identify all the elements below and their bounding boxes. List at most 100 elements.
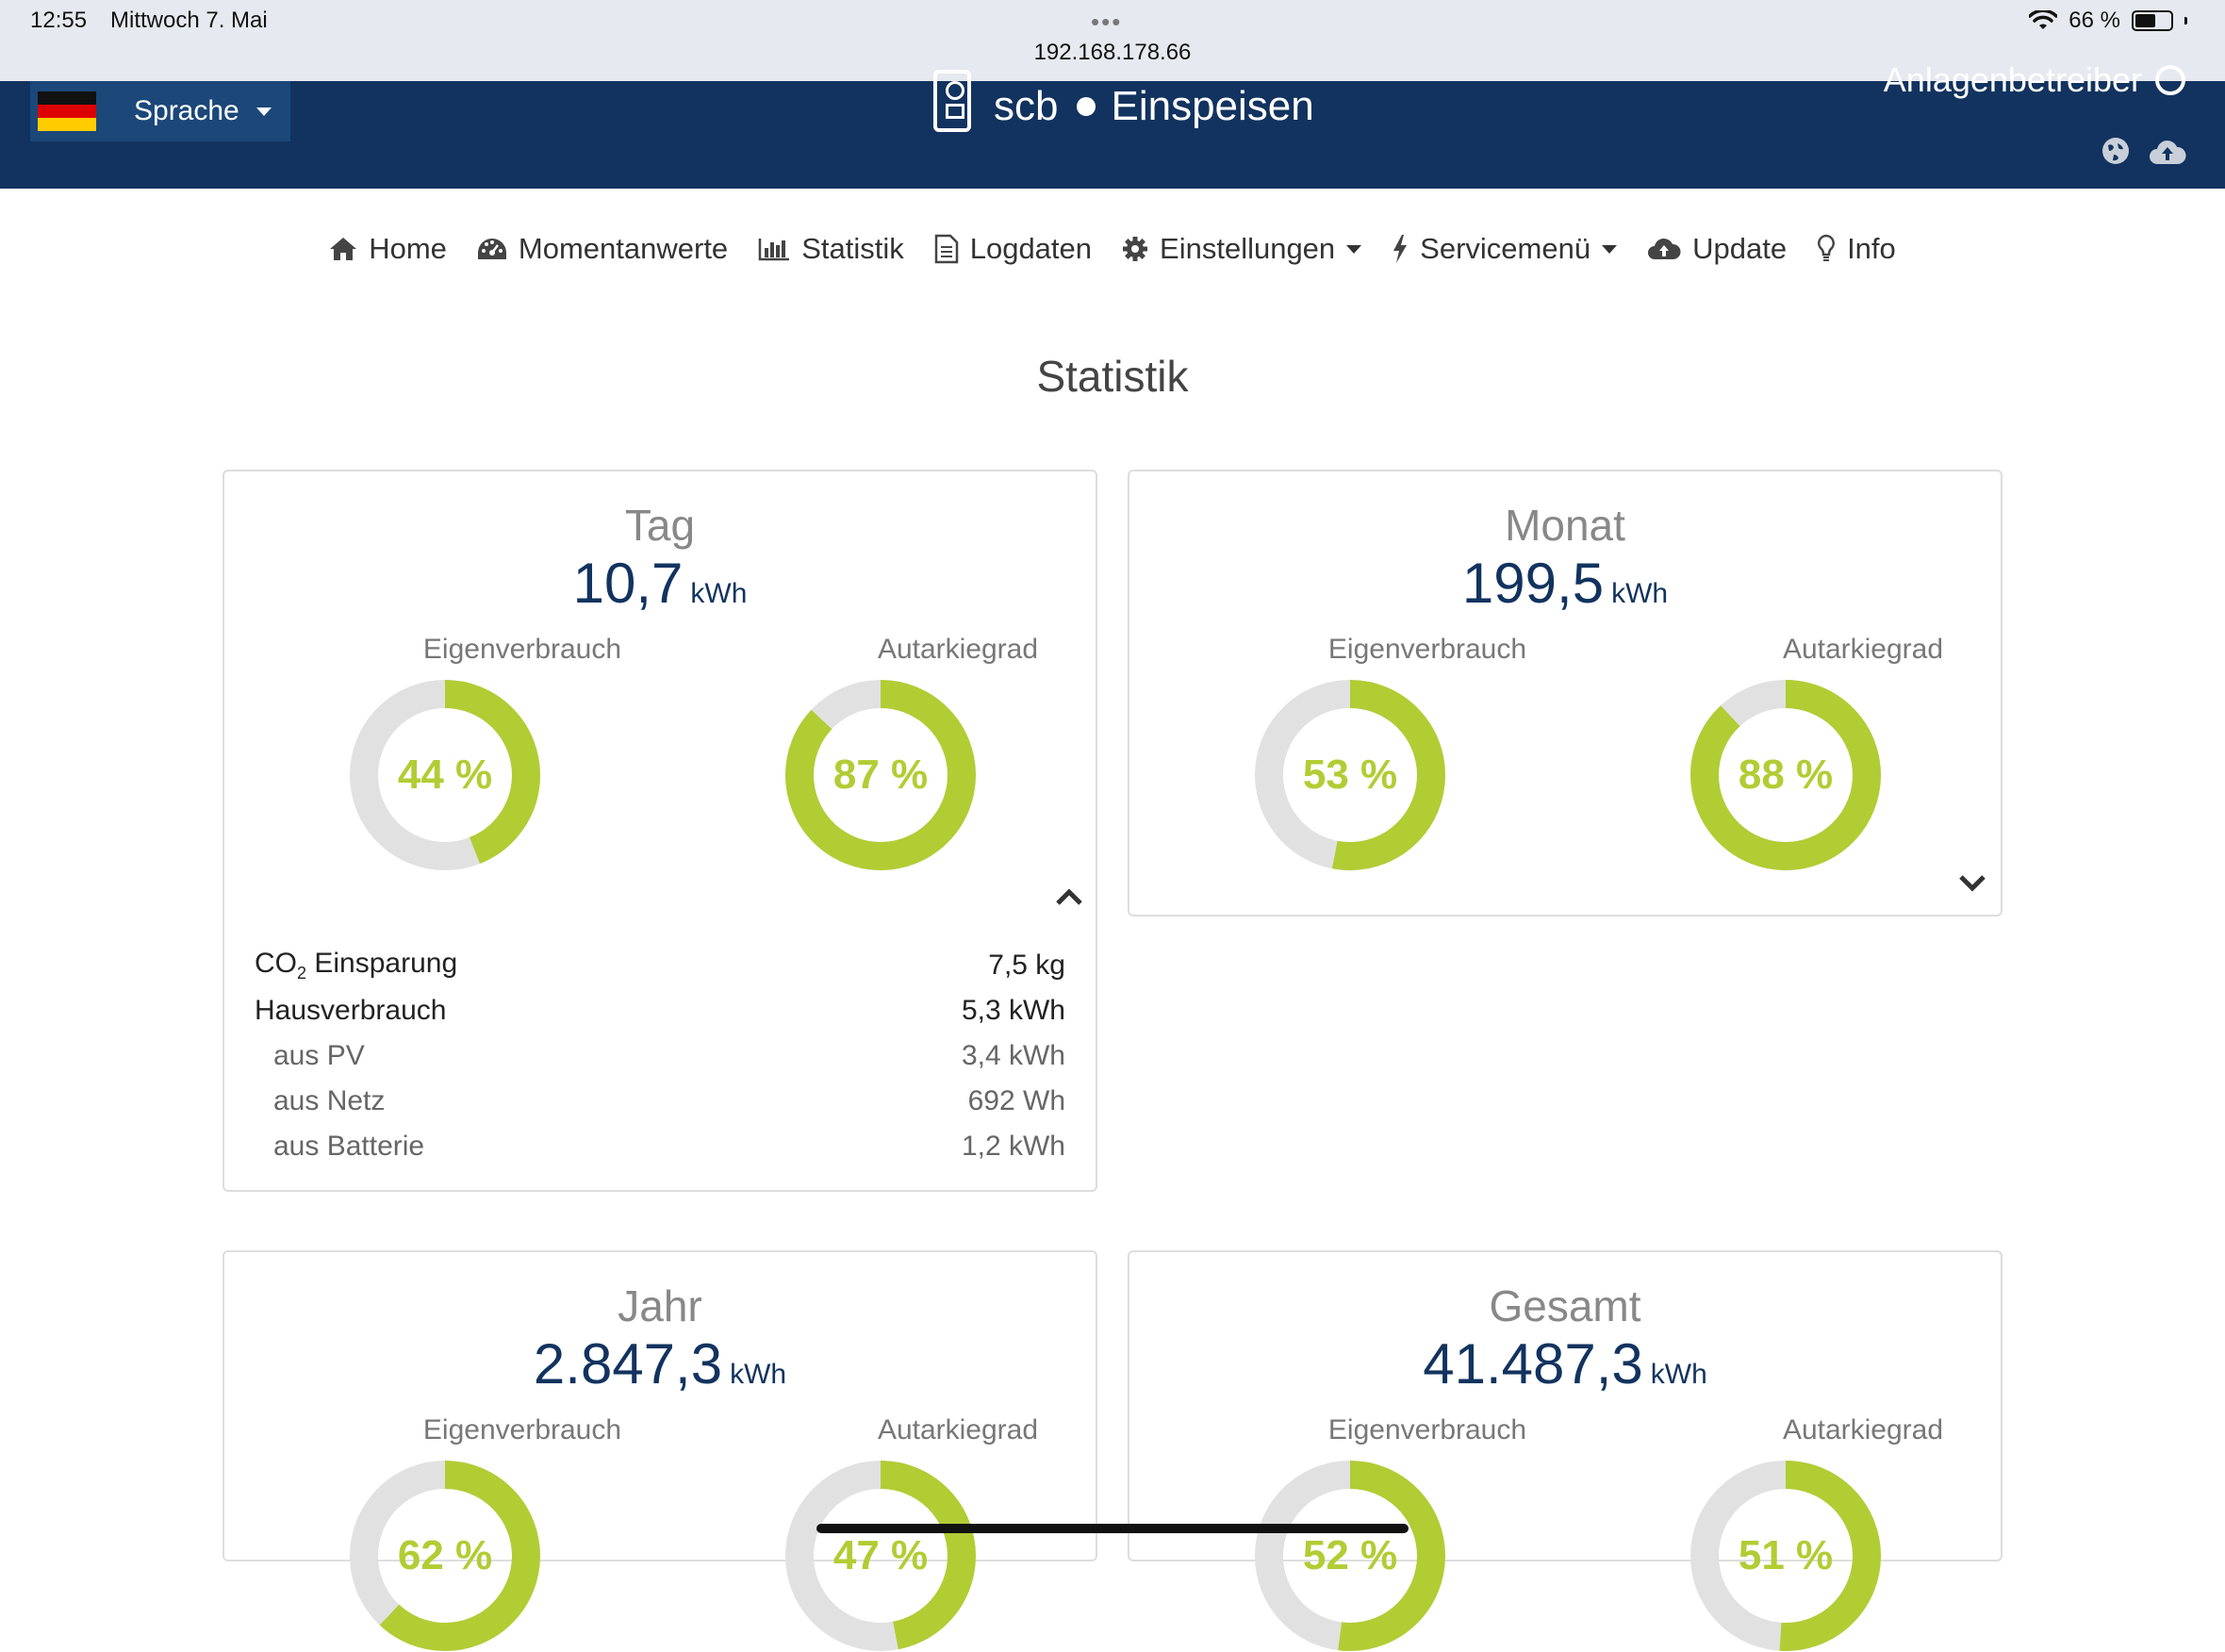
detail-value: 692 Wh bbox=[967, 1085, 1065, 1116]
autarkiegrad-label: Autarkiegrad bbox=[877, 634, 1039, 665]
nav-logdaten[interactable]: Logdaten bbox=[934, 232, 1092, 266]
gear-icon bbox=[1123, 237, 1148, 261]
detail-label: CO2 Einsparung bbox=[255, 948, 458, 983]
nav-servicemenue-label: Servicemenü bbox=[1420, 232, 1591, 265]
autarkiegrad-gauge: 51 % bbox=[1689, 1460, 1882, 1652]
status-time: 12:55 bbox=[30, 8, 88, 33]
page-title: Statistik bbox=[1036, 352, 1189, 401]
nav-update[interactable]: Update bbox=[1647, 232, 1787, 266]
nav-statistik[interactable]: Statistik bbox=[758, 232, 904, 266]
detail-value: 3,4 kWh bbox=[961, 1040, 1065, 1071]
panel-title: Tag bbox=[624, 501, 696, 550]
nav-servicemenue[interactable]: Servicemenü bbox=[1392, 232, 1618, 266]
nav-einstellungen[interactable]: Einstellungen bbox=[1122, 232, 1362, 266]
gauge-percent: 53 % bbox=[1302, 752, 1398, 798]
caret-down-icon bbox=[1346, 244, 1362, 254]
autarkiegrad-label: Autarkiegrad bbox=[1782, 634, 1944, 665]
eigenverbrauch-gauge: 53 % bbox=[1254, 679, 1446, 871]
gauge-percent: 62 % bbox=[397, 1532, 493, 1578]
battery-percent: 66 % bbox=[2068, 8, 2120, 33]
autarkiegrad-gauge: 88 % bbox=[1689, 679, 1882, 871]
eigenverbrauch-gauge: 44 % bbox=[349, 679, 541, 871]
language-dropdown[interactable]: Sprache bbox=[30, 81, 290, 141]
gauge-fill bbox=[350, 680, 540, 870]
total-value: 199,5 bbox=[1461, 552, 1605, 615]
panel-gesamt: Gesamt 41.487,3 kWh Eigenverbrauch 52 % A… bbox=[1128, 1250, 2002, 1651]
status-dot-icon bbox=[1077, 97, 1096, 116]
nav-einstellungen-label: Einstellungen bbox=[1160, 232, 1336, 265]
panel-title: Monat bbox=[1505, 501, 1625, 550]
cloud-upload-icon[interactable] bbox=[2148, 136, 2187, 166]
panel-total: 199,5 kWh bbox=[1129, 551, 2001, 616]
total-unit: kWh bbox=[1650, 1359, 1707, 1390]
bar-chart-icon bbox=[758, 239, 790, 261]
nav-home[interactable]: Home bbox=[329, 232, 447, 266]
gauge-percent: 51 % bbox=[1738, 1532, 1834, 1578]
total-value: 41.487,3 bbox=[1423, 1332, 1643, 1396]
autarkiegrad-gauge: 87 % bbox=[784, 679, 977, 871]
chevron-down-icon[interactable] bbox=[1953, 867, 1991, 896]
globe-icon[interactable] bbox=[2101, 136, 2131, 166]
operator-login[interactable]: Anlagenbetreiber bbox=[1884, 60, 2185, 100]
document-icon bbox=[934, 234, 958, 264]
eigenverbrauch-label: Eigenverbrauch bbox=[422, 1414, 622, 1446]
detail-row-netz: aus Netz 692 Wh bbox=[255, 1079, 1065, 1124]
eigenverbrauch-gauge: 62 % bbox=[349, 1460, 541, 1652]
multitasking-dots-icon[interactable]: ••• bbox=[1091, 8, 1123, 36]
gauge-fill bbox=[1690, 680, 1881, 870]
detail-label: aus Batterie bbox=[273, 1131, 425, 1162]
header-icons bbox=[2101, 136, 2187, 166]
gauge-percent: 47 % bbox=[832, 1532, 929, 1578]
home-indicator[interactable] bbox=[816, 1524, 1409, 1533]
panel-total: 2.847,3 kWh bbox=[224, 1331, 1096, 1396]
nav-info-label: Info bbox=[1847, 232, 1896, 265]
nav-momentanwerte-label: Momentanwerte bbox=[518, 232, 729, 265]
detail-label: Hausverbrauch bbox=[255, 995, 447, 1026]
panel-total: 41.487,3 kWh bbox=[1129, 1331, 2001, 1396]
total-value: 10,7 bbox=[572, 552, 684, 615]
autarkiegrad-label: Autarkiegrad bbox=[877, 1414, 1039, 1446]
lightbulb-icon bbox=[1818, 234, 1836, 261]
dashboard-gauge-icon bbox=[477, 239, 506, 259]
total-unit: kWh bbox=[730, 1359, 787, 1390]
nav-momentanwerte[interactable]: Momentanwerte bbox=[477, 232, 728, 266]
detail-value: 5,3 kWh bbox=[961, 995, 1065, 1026]
eigenverbrauch-gauge: 52 % bbox=[1254, 1460, 1446, 1652]
ios-status-bar: 12:55 Mittwoch 7. Mai ••• 192.168.178.66… bbox=[0, 0, 2225, 81]
gauge-fill bbox=[785, 680, 976, 870]
detail-row-batterie: aus Batterie 1,2 kWh bbox=[255, 1124, 1065, 1169]
detail-value: 7,5 kg bbox=[988, 950, 1065, 981]
nav-logdaten-label: Logdaten bbox=[969, 232, 1093, 265]
nav-info[interactable]: Info bbox=[1817, 232, 1896, 266]
panel-title: Gesamt bbox=[1489, 1281, 1641, 1330]
status-date: Mittwoch 7. Mai bbox=[110, 8, 268, 33]
gauge-percent: 88 % bbox=[1738, 752, 1834, 798]
operator-label: Anlagenbetreiber bbox=[1883, 60, 2142, 99]
panel-title: Jahr bbox=[618, 1281, 702, 1330]
brand: scb Einspeisen bbox=[933, 70, 1314, 132]
lightning-icon bbox=[1393, 235, 1408, 263]
caret-down-icon bbox=[1602, 244, 1618, 254]
detail-row-pv: aus PV 3,4 kWh bbox=[255, 1033, 1065, 1079]
device-icon bbox=[933, 70, 971, 132]
gauge-fill bbox=[1255, 680, 1445, 870]
address-bar[interactable]: 192.168.178.66 bbox=[1033, 40, 1192, 65]
detail-value: 1,2 kWh bbox=[961, 1131, 1065, 1162]
total-unit: kWh bbox=[1611, 578, 1669, 609]
nav-statistik-label: Statistik bbox=[801, 232, 904, 265]
language-label: Sprache bbox=[134, 95, 239, 126]
detail-row-hausverbrauch: Hausverbrauch 5,3 kWh bbox=[255, 988, 1065, 1033]
nav-home-label: Home bbox=[369, 232, 447, 265]
brand-name: scb bbox=[994, 83, 1059, 129]
eigenverbrauch-label: Eigenverbrauch bbox=[422, 634, 622, 665]
details-table: CO2 Einsparung 7,5 kg Hausverbrauch 5,3 … bbox=[255, 943, 1065, 1169]
detail-label: aus PV bbox=[273, 1040, 365, 1071]
chevron-up-icon[interactable] bbox=[1050, 883, 1088, 911]
gauge-percent: 87 % bbox=[832, 752, 929, 798]
eigenverbrauch-label: Eigenverbrauch bbox=[1327, 634, 1527, 665]
eigenverbrauch-label: Eigenverbrauch bbox=[1327, 1414, 1527, 1446]
login-status-icon bbox=[2155, 65, 2185, 95]
detail-row-co2: CO2 Einsparung 7,5 kg bbox=[255, 943, 1065, 988]
wifi-icon bbox=[2029, 10, 2058, 29]
caret-down-icon bbox=[255, 107, 272, 116]
